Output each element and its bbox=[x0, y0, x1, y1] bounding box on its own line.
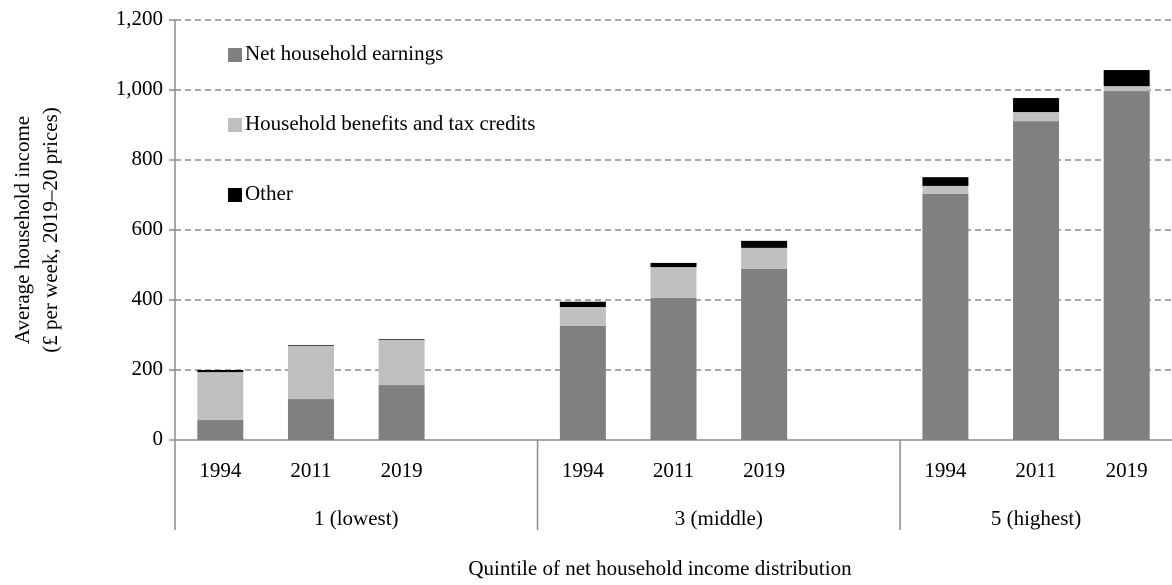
bar-segment bbox=[741, 247, 788, 269]
bar-segment bbox=[287, 345, 334, 400]
legend-swatch bbox=[228, 118, 242, 132]
bar-segment bbox=[378, 339, 425, 340]
y-tick-label: 600 bbox=[132, 216, 164, 240]
bar-segment bbox=[741, 240, 788, 248]
x-tick-label: 2011 bbox=[1015, 458, 1056, 482]
y-axis-title: Average household income bbox=[10, 116, 34, 344]
legend-label: Net household earnings bbox=[245, 41, 443, 65]
bar-segment bbox=[650, 267, 697, 298]
bar-segment bbox=[559, 307, 606, 326]
x-tick-label: 2011 bbox=[653, 458, 694, 482]
bar-segment bbox=[197, 370, 244, 373]
y-tick-label: 1,200 bbox=[116, 6, 163, 30]
bar-segment bbox=[1013, 112, 1060, 122]
y-tick-label: 1,000 bbox=[116, 76, 163, 100]
bar-segment bbox=[650, 297, 697, 440]
x-tick-label: 2019 bbox=[1106, 458, 1148, 482]
x-tick-label: 1994 bbox=[199, 458, 242, 482]
y-tick-label: 400 bbox=[132, 286, 164, 310]
legend-swatch bbox=[228, 48, 242, 62]
bar-segment bbox=[559, 301, 606, 307]
y-axis-title: (£ per week, 2019–20 prices) bbox=[38, 107, 62, 353]
bar-segment bbox=[922, 193, 969, 440]
bar-segment bbox=[1013, 121, 1060, 441]
bar-segment bbox=[378, 339, 425, 386]
bar-segment bbox=[1103, 86, 1150, 92]
y-tick-label: 200 bbox=[132, 356, 164, 380]
x-axis-title: Quintile of net household income distrib… bbox=[468, 556, 852, 580]
x-tick-label: 2011 bbox=[290, 458, 331, 482]
bar-segment bbox=[922, 177, 969, 186]
bar-segment bbox=[650, 262, 697, 268]
group-label: 1 (lowest) bbox=[314, 506, 399, 530]
y-tick-label: 0 bbox=[153, 426, 164, 450]
x-tick-label: 1994 bbox=[924, 458, 967, 482]
bar-segment bbox=[1013, 98, 1060, 113]
bar-segment bbox=[197, 420, 244, 440]
bar-segment bbox=[378, 385, 425, 440]
bar-segment bbox=[559, 325, 606, 440]
bar-segment bbox=[922, 185, 969, 194]
group-label: 3 (middle) bbox=[675, 506, 763, 530]
bar-segment bbox=[741, 268, 788, 440]
x-tick-label: 2019 bbox=[381, 458, 423, 482]
bar-segment bbox=[1103, 70, 1150, 87]
bar-segment bbox=[1103, 91, 1150, 441]
bar-segment bbox=[287, 399, 334, 440]
legend-label: Household benefits and tax credits bbox=[245, 111, 535, 135]
y-tick-label: 800 bbox=[132, 146, 164, 170]
bar-segment bbox=[197, 372, 244, 421]
bar-segment bbox=[287, 345, 334, 346]
x-tick-label: 1994 bbox=[562, 458, 605, 482]
group-label: 5 (highest) bbox=[991, 506, 1081, 530]
legend-swatch bbox=[228, 188, 242, 202]
legend-label: Other bbox=[245, 181, 293, 205]
x-tick-label: 2019 bbox=[743, 458, 785, 482]
